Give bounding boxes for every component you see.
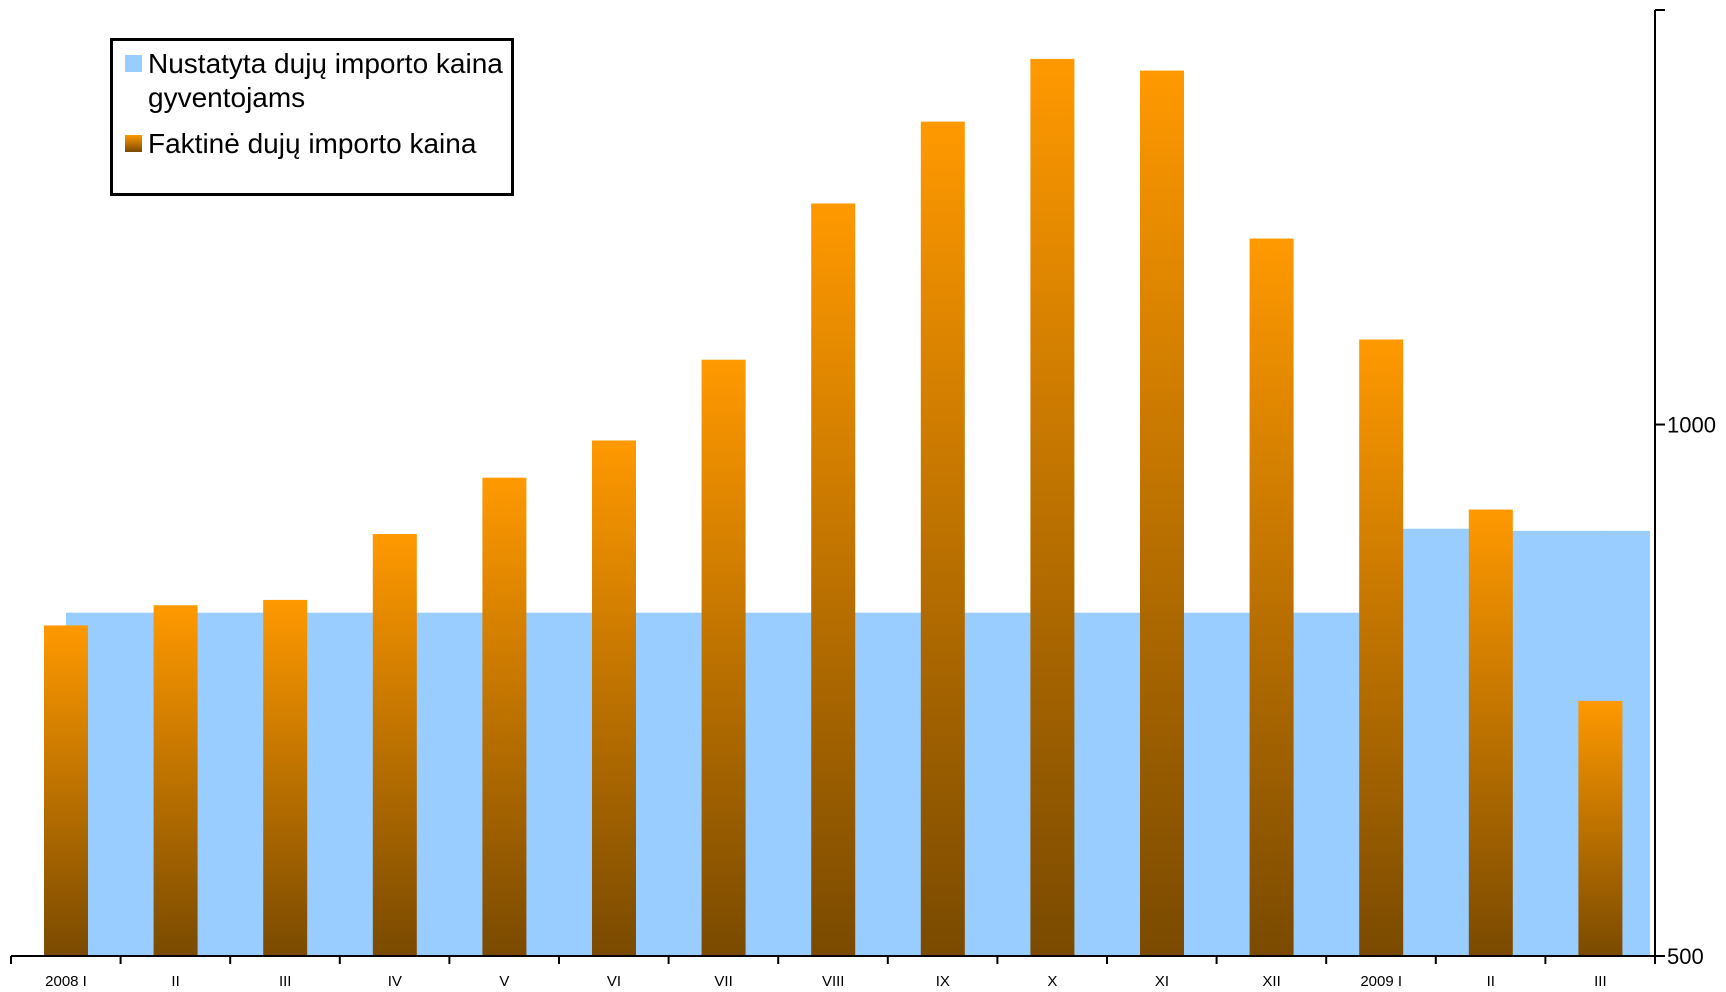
- y-tick-label: 500: [1667, 944, 1704, 969]
- bar-faktine: [482, 477, 527, 956]
- x-tick-label: III: [1594, 973, 1607, 990]
- x-tick-label: 2009 I: [1360, 973, 1402, 990]
- bar-faktine: [1359, 339, 1404, 956]
- x-tick-label: VI: [607, 973, 621, 990]
- x-tick-label: XI: [1155, 973, 1169, 990]
- x-tick-label: IX: [936, 973, 950, 990]
- legend: Nustatyta dujų importo kaina gyventojams…: [110, 38, 514, 196]
- x-tick-label: XII: [1262, 973, 1280, 990]
- bar-faktine: [1578, 700, 1623, 956]
- x-tick-label: IV: [388, 973, 402, 990]
- bar-faktine: [44, 625, 88, 956]
- bar-faktine: [263, 599, 308, 956]
- bar-faktine: [701, 359, 746, 956]
- axes: [10, 9, 1665, 964]
- x-tick-label: II: [1487, 973, 1495, 990]
- bar-faktine: [811, 203, 856, 957]
- bar-faktine: [592, 440, 636, 956]
- x-tick-label: V: [499, 973, 509, 990]
- bar-faktine: [1468, 509, 1513, 956]
- y-tick-label: 1000: [1667, 413, 1716, 438]
- bar-faktine: [153, 605, 198, 956]
- legend-swatch-blue: [125, 55, 142, 72]
- y-tick-labels: 500 1000: [1667, 413, 1716, 969]
- legend-label-faktine: Faktinė dujų importo kaina: [148, 128, 477, 159]
- bar-faktine: [920, 121, 965, 956]
- x-tick-label: II: [171, 973, 179, 990]
- x-tick-label: III: [279, 973, 292, 990]
- legend-item-faktine: Faktinė dujų importo kaina: [125, 127, 508, 161]
- bar-faktine: [1030, 58, 1075, 956]
- x-tick-label: X: [1047, 973, 1057, 990]
- series-faktine-bars: [44, 58, 1623, 957]
- bar-faktine: [372, 534, 417, 956]
- x-tick-labels: 2008 I II III IV V VI VII VIII IX X XI XII 2009 I II I…: [45, 973, 1607, 990]
- bar-faktine: [1249, 238, 1294, 957]
- legend-label-nustatyta: Nustatyta dujų importo kaina gyventojams: [148, 48, 503, 113]
- x-tick-label: VIII: [822, 973, 845, 990]
- x-tick-label: 2008 I: [45, 973, 87, 990]
- bar-faktine: [1140, 70, 1184, 956]
- x-tick-label: VII: [714, 973, 732, 990]
- legend-item-nustatyta: Nustatyta dujų importo kaina gyventojams: [125, 47, 508, 115]
- legend-swatch-orange: [125, 135, 142, 152]
